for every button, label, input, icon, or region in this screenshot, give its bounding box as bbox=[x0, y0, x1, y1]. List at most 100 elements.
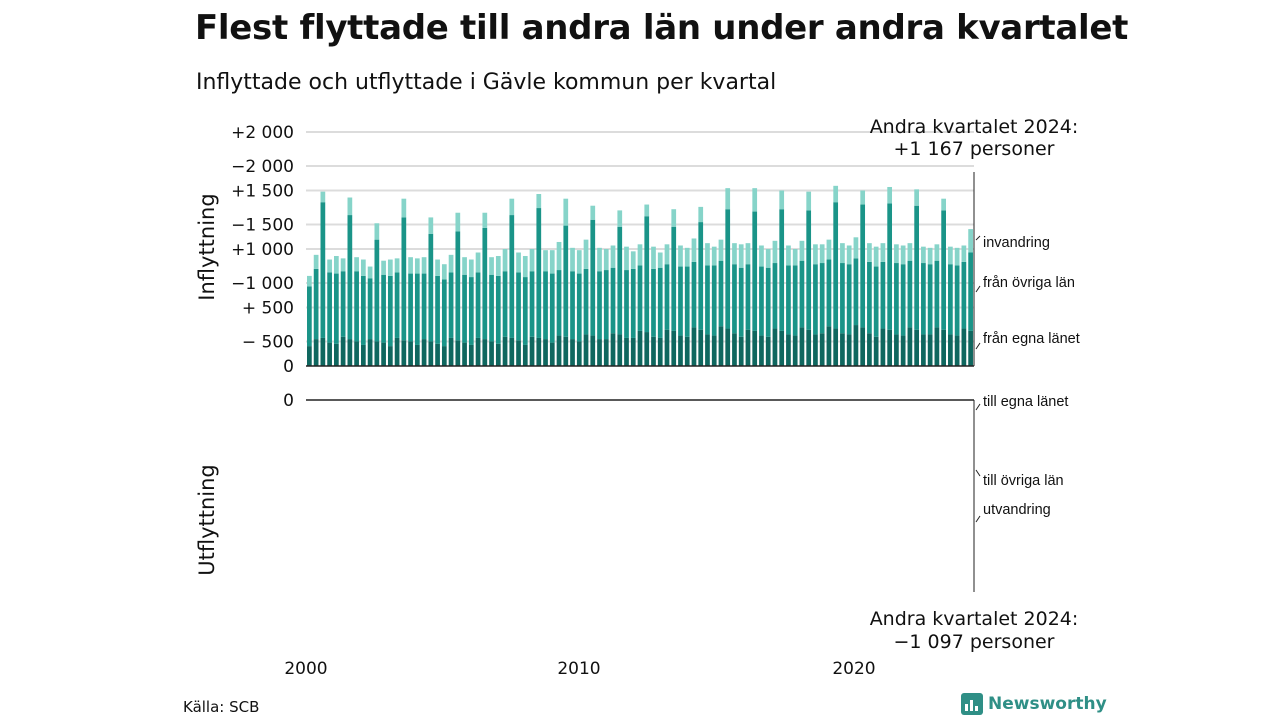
bar-in-ovriga-lan bbox=[732, 264, 737, 334]
bar-in-invandring bbox=[334, 256, 339, 274]
bar-in-invandring bbox=[387, 259, 393, 276]
bar-in-ovriga-lan bbox=[509, 215, 515, 338]
bar-in-invandring bbox=[921, 246, 926, 264]
bar-in-egna-lanet bbox=[516, 340, 521, 366]
bar-in-ovriga-lan bbox=[367, 278, 373, 340]
bar-in-invandring bbox=[846, 245, 852, 265]
bar-in-invandring bbox=[543, 250, 548, 272]
y-tick-inflow: + 500 bbox=[242, 299, 294, 319]
bar-in-ovriga-lan bbox=[725, 209, 731, 329]
bar-in-egna-lanet bbox=[664, 329, 670, 366]
bar-in-invandring bbox=[509, 198, 515, 216]
bar-in-ovriga-lan bbox=[833, 202, 839, 329]
bar-in-ovriga-lan bbox=[752, 211, 758, 331]
bar-in-egna-lanet bbox=[367, 339, 373, 366]
bar-in-ovriga-lan bbox=[556, 270, 562, 336]
series-label-egna-lanet-in: från egna länet bbox=[983, 331, 1080, 347]
bar-in-egna-lanet bbox=[806, 329, 812, 366]
bar-in-ovriga-lan bbox=[441, 279, 447, 347]
bar-in-invandring bbox=[381, 260, 386, 275]
bar-in-egna-lanet bbox=[590, 335, 596, 366]
bar-in-egna-lanet bbox=[948, 334, 953, 366]
bar-in-egna-lanet bbox=[435, 343, 440, 366]
bar-in-egna-lanet bbox=[873, 336, 879, 366]
bar-in-egna-lanet bbox=[441, 346, 447, 366]
bar-in-egna-lanet bbox=[509, 337, 515, 366]
bar-in-ovriga-lan bbox=[657, 267, 663, 338]
bar-in-invandring bbox=[927, 247, 933, 265]
bar-in-egna-lanet bbox=[347, 339, 353, 366]
bar-in-invandring bbox=[705, 243, 710, 266]
bar-in-ovriga-lan bbox=[468, 277, 474, 345]
bar-in-ovriga-lan bbox=[381, 274, 386, 343]
bar-in-invandring bbox=[307, 275, 312, 287]
bar-in-invandring bbox=[495, 256, 501, 276]
bar-in-egna-lanet bbox=[522, 344, 528, 366]
bar-in-egna-lanet bbox=[570, 339, 575, 366]
bar-in-ovriga-lan bbox=[482, 227, 488, 340]
x-tick: 2010 bbox=[557, 659, 600, 679]
brand-name: Newsworthy bbox=[988, 694, 1107, 714]
bar-in-egna-lanet bbox=[698, 329, 704, 366]
bar-in-invandring bbox=[806, 191, 812, 211]
bar-in-invandring bbox=[408, 257, 413, 274]
y-tick-inflow: +1 500 bbox=[231, 182, 294, 202]
bar-in-ovriga-lan bbox=[455, 231, 461, 341]
series-label-utvandring: utvandring bbox=[983, 502, 1051, 518]
bar-in-ovriga-lan bbox=[914, 205, 919, 330]
bar-in-invandring bbox=[374, 223, 380, 240]
bar-in-egna-lanet bbox=[772, 328, 778, 366]
bar-in-ovriga-lan bbox=[597, 271, 602, 340]
bar-in-invandring bbox=[671, 209, 677, 227]
bar-in-ovriga-lan bbox=[624, 270, 629, 338]
bar-in-egna-lanet bbox=[468, 344, 474, 366]
bar-in-invandring bbox=[354, 257, 359, 272]
bar-in-egna-lanet bbox=[320, 337, 326, 366]
series-label-invandring: invandring bbox=[983, 235, 1050, 251]
bar-in-invandring bbox=[853, 237, 859, 259]
bar-in-egna-lanet bbox=[475, 337, 481, 366]
bar-in-egna-lanet bbox=[543, 339, 548, 366]
bar-in-egna-lanet bbox=[583, 334, 589, 366]
bar-in-invandring bbox=[752, 188, 758, 212]
bar-in-invandring bbox=[637, 244, 643, 266]
series-label-ovriga-lan-in-leader bbox=[975, 285, 981, 293]
bar-in-ovriga-lan bbox=[907, 260, 913, 328]
bar-in-invandring bbox=[684, 247, 690, 267]
bar-in-ovriga-lan bbox=[617, 226, 623, 335]
bar-in-egna-lanet bbox=[327, 342, 332, 366]
bar-in-invandring bbox=[840, 243, 845, 264]
bar-in-ovriga-lan bbox=[894, 263, 899, 335]
bar-in-ovriga-lan bbox=[334, 273, 339, 344]
bar-in-ovriga-lan bbox=[813, 264, 818, 335]
bar-in-invandring bbox=[597, 247, 602, 272]
bar-in-invandring bbox=[347, 197, 353, 216]
bar-in-ovriga-lan bbox=[313, 268, 319, 340]
bar-in-egna-lanet bbox=[644, 332, 650, 366]
bar-in-ovriga-lan bbox=[414, 273, 420, 345]
bar-in-ovriga-lan bbox=[921, 263, 926, 335]
bar-in-ovriga-lan bbox=[360, 275, 366, 345]
bar-in-invandring bbox=[401, 198, 407, 218]
bar-in-invandring bbox=[657, 252, 663, 268]
bar-in-invandring bbox=[576, 250, 582, 274]
bar-in-egna-lanet bbox=[759, 335, 764, 366]
annotation-outflow: Andra kvartalet 2024: bbox=[870, 608, 1079, 630]
bar-in-ovriga-lan bbox=[495, 275, 501, 344]
bar-in-ovriga-lan bbox=[745, 264, 751, 330]
bar-in-ovriga-lan bbox=[522, 277, 528, 345]
bar-in-invandring bbox=[948, 246, 953, 265]
bar-in-egna-lanet bbox=[752, 330, 758, 366]
bar-in-egna-lanet bbox=[617, 334, 623, 366]
bar-in-invandring bbox=[340, 258, 346, 272]
bar-in-egna-lanet bbox=[428, 341, 434, 366]
bar-in-invandring bbox=[448, 254, 454, 273]
bar-in-egna-lanet bbox=[536, 337, 542, 366]
bar-in-invandring bbox=[732, 243, 737, 265]
bar-in-invandring bbox=[482, 212, 488, 228]
bar-in-egna-lanet bbox=[462, 342, 467, 366]
y-tick-outflow: − 500 bbox=[242, 333, 294, 353]
bar-in-egna-lanet bbox=[489, 341, 494, 366]
y-tick-outflow: −1 500 bbox=[231, 216, 294, 236]
